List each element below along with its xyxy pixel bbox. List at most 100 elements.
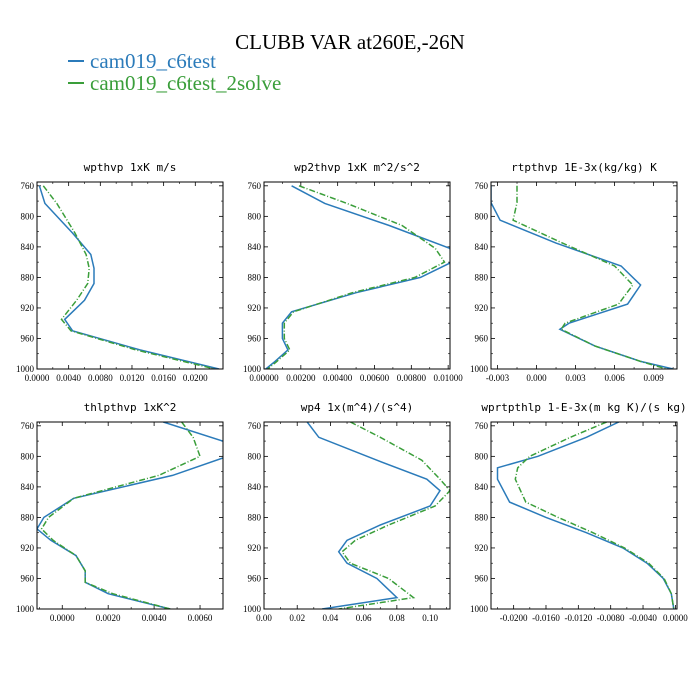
y-tick-label: 1000: [16, 604, 35, 614]
subplot-6: wprtpthlp 1-E-3x(m kg K)/(s kg) 760 800 840…: [470, 401, 688, 623]
y-tick-label: 800: [21, 451, 35, 461]
x-tick-label: -0.0040: [629, 613, 657, 623]
series-line-1: [306, 422, 441, 609]
x-tick-label: 0.0040: [142, 613, 167, 623]
x-tick-label: 0.0000: [663, 613, 688, 623]
y-tick-label: 1000: [470, 604, 489, 614]
y-tick-label: 760: [21, 421, 35, 431]
subplot-frame: [263, 181, 451, 370]
x-tick-label: 0.0040: [56, 373, 81, 383]
y-tick-label: 1000: [243, 604, 262, 614]
subplot-title: wpthvp 1xK m/s: [84, 161, 177, 174]
subplot-frame: [36, 181, 224, 370]
y-tick-label: 880: [21, 512, 35, 522]
x-tick-label: 0.00000: [249, 373, 279, 383]
x-tick-label: -0.0120: [564, 613, 592, 623]
legend-item-1: cam019_c6test: [68, 50, 281, 72]
x-tick-label: 0.0060: [188, 613, 213, 623]
x-tick-label: 0.08: [389, 613, 405, 623]
y-tick-label: 880: [475, 512, 489, 522]
x-tick-label: 0.006: [604, 373, 625, 383]
x-tick-label: 0.0120: [120, 373, 145, 383]
series-line-1: [265, 185, 450, 369]
y-tick-label: 960: [248, 333, 262, 343]
x-tick-label: 0.00200: [286, 373, 316, 383]
subplot-title: wp2thvp 1xK m^2/s^2: [294, 161, 420, 174]
y-tick-label: 760: [21, 181, 35, 191]
legend-swatch-1: [68, 60, 84, 62]
y-tick-label: 920: [475, 543, 489, 553]
subplot-4: thlpthvp 1xK^2 760 800 840 880 920 960 1000 0.00…: [16, 401, 224, 623]
legend-label-2: cam019_c6test_2solve: [90, 71, 282, 95]
y-tick-label: 960: [21, 573, 35, 583]
x-tick-label: 0.0080: [88, 373, 113, 383]
y-tick-label: 800: [475, 451, 489, 461]
y-tick-label: 840: [475, 482, 489, 492]
y-tick-label: 800: [248, 451, 262, 461]
subplot-1: wpthvp 1xK m/s 760 800 840 880 920 960 1000 0.00…: [16, 161, 224, 383]
y-tick-label: 880: [248, 272, 262, 282]
y-tick-label: 800: [475, 211, 489, 221]
y-tick-label: 840: [475, 242, 489, 252]
x-tick-label: 0.009: [643, 373, 664, 383]
subplot-frame: [36, 421, 224, 610]
x-tick-label: -0.0160: [532, 613, 560, 623]
y-tick-label: 880: [248, 512, 262, 522]
y-tick-label: 760: [475, 181, 489, 191]
x-tick-label: 0.00600: [360, 373, 390, 383]
y-tick-label: 960: [475, 573, 489, 583]
x-tick-label: 0.00800: [397, 373, 427, 383]
x-tick-label: -0.003: [486, 373, 510, 383]
y-tick-label: 960: [475, 333, 489, 343]
subplot-2: wp2thvp 1xK m^2/s^2 760 800 840 880 920 960 100…: [243, 161, 463, 383]
legend-label-1: cam019_c6test: [90, 49, 216, 73]
y-tick-label: 840: [21, 242, 35, 252]
y-tick-label: 840: [21, 482, 35, 492]
x-tick-label: 0.0000: [50, 613, 75, 623]
y-tick-label: 1000: [470, 364, 489, 374]
series-line-2: [512, 185, 667, 369]
y-tick-label: 800: [21, 211, 35, 221]
series-line-1: [38, 185, 220, 369]
y-tick-label: 880: [21, 272, 35, 282]
legend-swatch-2: [68, 82, 84, 84]
subplot-3: rtpthvp 1E-3x(kg/kg) K 760 800 840 880 920 960…: [470, 161, 678, 383]
x-tick-label: 0.10: [422, 613, 438, 623]
y-tick-label: 1000: [243, 364, 262, 374]
y-tick-label: 840: [248, 482, 262, 492]
x-tick-label: 0.0200: [183, 373, 208, 383]
subplot-frame: [263, 421, 451, 610]
x-tick-label: 0.04: [323, 613, 339, 623]
legend-item-2: cam019_c6test_2solve: [68, 72, 281, 94]
series-line-2: [338, 422, 450, 609]
y-tick-label: 1000: [16, 364, 35, 374]
subplot-title: thlpthvp 1xK^2: [84, 401, 177, 414]
x-tick-label: 0.0020: [96, 613, 121, 623]
x-tick-label: -0.0080: [597, 613, 625, 623]
x-tick-label: 0.06: [356, 613, 372, 623]
series-line-2: [267, 185, 446, 369]
x-tick-label: -0.0200: [500, 613, 528, 623]
series-line-1: [491, 185, 674, 369]
subplot-title: rtpthvp 1E-3x(kg/kg) K: [511, 161, 657, 174]
y-tick-label: 920: [21, 543, 35, 553]
x-tick-label: 0.003: [565, 373, 586, 383]
series-line-2: [514, 422, 675, 609]
y-tick-label: 960: [248, 573, 262, 583]
y-tick-label: 920: [21, 303, 35, 313]
x-tick-label: 0.02: [289, 613, 305, 623]
y-tick-label: 960: [21, 333, 35, 343]
y-tick-label: 880: [475, 272, 489, 282]
y-tick-label: 920: [248, 303, 262, 313]
y-tick-label: 920: [248, 543, 262, 553]
x-tick-label: 0.00: [256, 613, 272, 623]
subplot-title: wp4 1x(m^4)/(s^4): [301, 401, 414, 414]
y-tick-label: 920: [475, 303, 489, 313]
figure-title: CLUBB VAR at260E,-26N: [235, 30, 465, 54]
series-line-1: [37, 422, 223, 609]
x-tick-label: 0.00400: [323, 373, 353, 383]
series-line-2: [40, 422, 201, 609]
x-tick-label: 0.0160: [151, 373, 176, 383]
subplot-title: wprtpthlp 1-E-3x(m kg K)/(s kg): [481, 401, 686, 414]
